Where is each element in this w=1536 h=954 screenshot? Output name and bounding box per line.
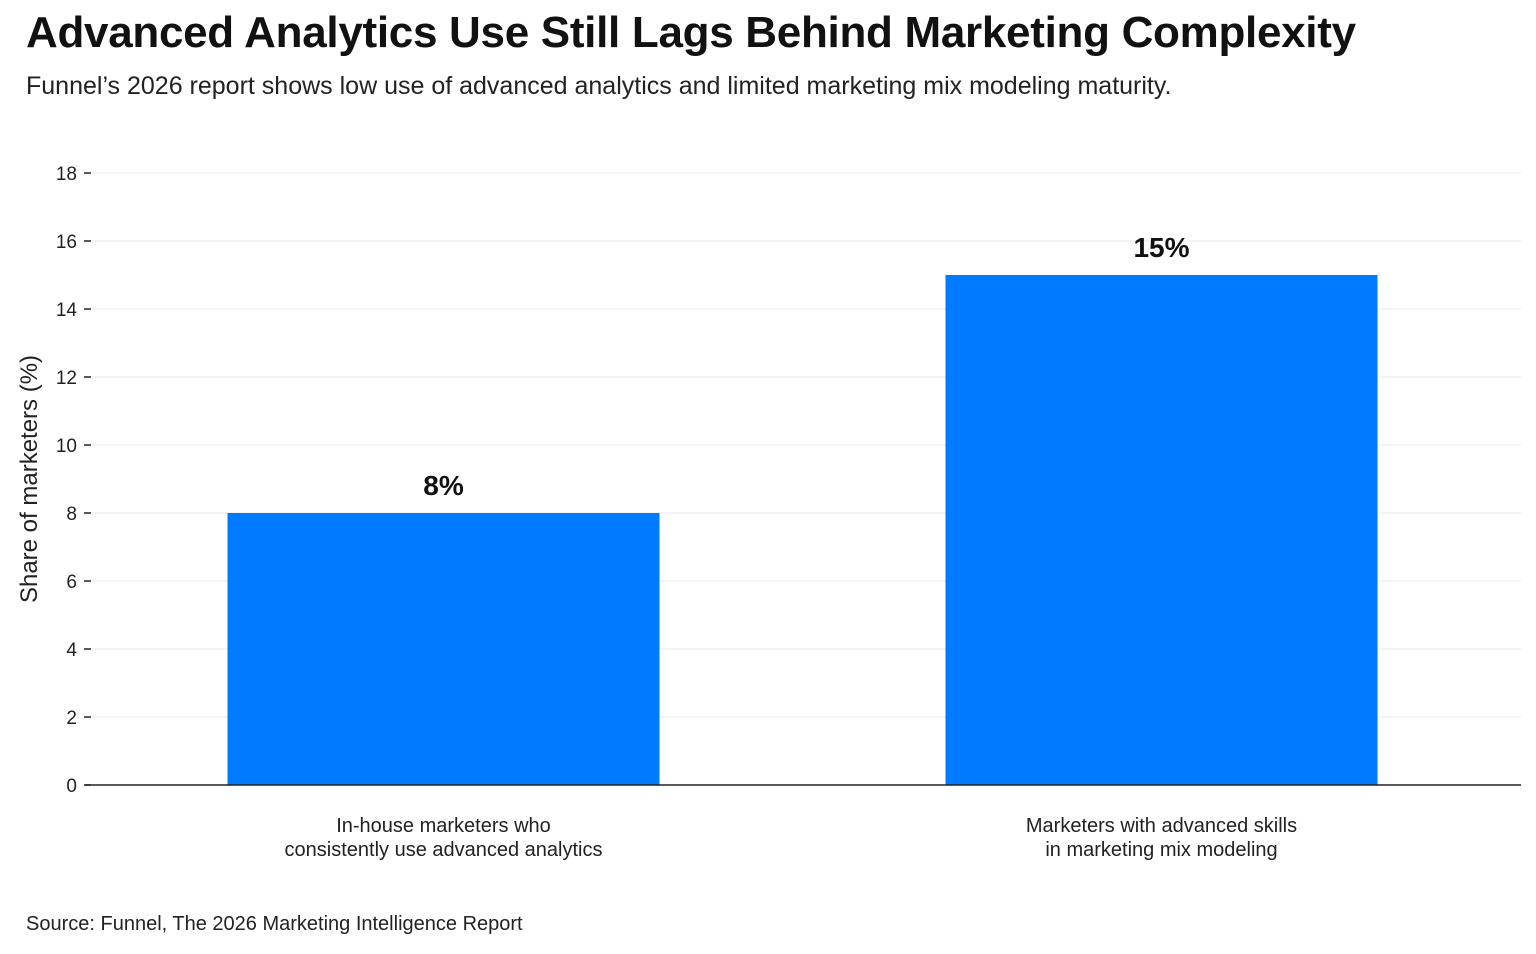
y-tick-label: 14 <box>56 300 78 321</box>
y-tick-label: 6 <box>66 572 77 593</box>
y-tick-label: 16 <box>56 232 77 253</box>
y-tick-label: 4 <box>66 640 77 661</box>
chart-title: Advanced Analytics Use Still Lags Behind… <box>26 8 1356 57</box>
y-tick-label: 10 <box>56 436 77 457</box>
y-tick-label: 2 <box>66 708 77 729</box>
x-category-label: in marketing mix modeling <box>1045 839 1277 861</box>
chart-subtitle: Funnel’s 2026 report shows low use of ad… <box>26 72 1172 100</box>
data-label: 8% <box>423 470 464 501</box>
bar <box>945 275 1378 785</box>
data-label: 15% <box>1133 232 1189 263</box>
y-tick-label: 0 <box>66 776 77 797</box>
y-tick-label: 18 <box>56 164 77 185</box>
source-note: Source: Funnel, The 2026 Marketing Intel… <box>26 913 523 935</box>
y-tick-label: 8 <box>66 504 77 525</box>
x-category-label: consistently use advanced analytics <box>285 839 603 861</box>
x-category-label: Marketers with advanced skills <box>1026 815 1297 837</box>
y-tick-label: 12 <box>56 368 77 389</box>
x-category-label: In-house marketers who <box>336 815 551 837</box>
bar <box>227 513 660 785</box>
y-axis-label: Share of marketers (%) <box>16 355 43 603</box>
